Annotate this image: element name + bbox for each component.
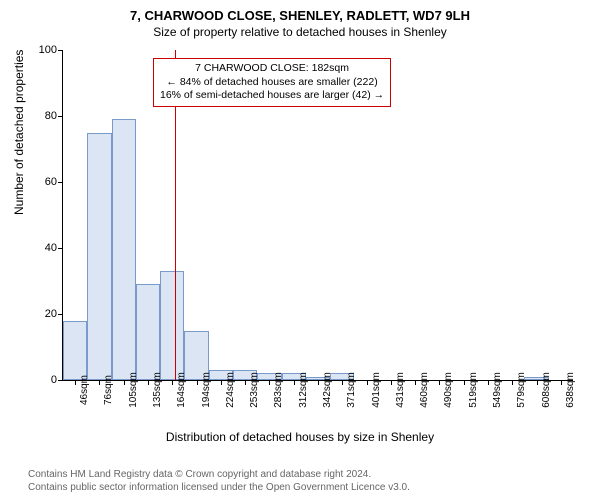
title-main: 7, CHARWOOD CLOSE, SHENLEY, RADLETT, WD7…: [0, 0, 600, 23]
footer-line1: Contains HM Land Registry data © Crown c…: [28, 468, 410, 481]
ytick-mark: [58, 182, 63, 183]
xtick-mark: [512, 380, 513, 385]
y-axis-label: Number of detached properties: [12, 50, 26, 215]
ytick-label: 100: [27, 44, 57, 56]
ytick-label: 0: [27, 374, 57, 386]
ytick-label: 80: [27, 110, 57, 122]
annotation-box: 7 CHARWOOD CLOSE: 182sqm← 84% of detache…: [153, 58, 391, 107]
ytick-mark: [58, 314, 63, 315]
xtick-mark: [197, 380, 198, 385]
ytick-label: 60: [27, 176, 57, 188]
plot-region: 02040608010046sqm76sqm105sqm135sqm164sqm…: [62, 50, 573, 381]
ytick-mark: [58, 50, 63, 51]
xtick-mark: [269, 380, 270, 385]
xtick-label: 519sqm: [468, 372, 479, 408]
xtick-mark: [318, 380, 319, 385]
xtick-mark: [537, 380, 538, 385]
histogram-bar: [63, 321, 87, 380]
footer-attribution: Contains HM Land Registry data © Crown c…: [28, 468, 410, 494]
ytick-label: 20: [27, 308, 57, 320]
xtick-mark: [99, 380, 100, 385]
xtick-mark: [415, 380, 416, 385]
ytick-mark: [58, 248, 63, 249]
annotation-line3: 16% of semi-detached houses are larger (…: [160, 89, 384, 103]
xtick-mark: [221, 380, 222, 385]
xtick-label: 371sqm: [346, 372, 357, 408]
histogram-bar: [87, 133, 111, 381]
xtick-label: 460sqm: [419, 372, 430, 408]
x-axis-label: Distribution of detached houses by size …: [0, 430, 600, 444]
title-sub: Size of property relative to detached ho…: [0, 23, 600, 39]
xtick-mark: [342, 380, 343, 385]
ytick-mark: [58, 116, 63, 117]
xtick-mark: [245, 380, 246, 385]
histogram-bar: [160, 271, 184, 380]
xtick-label: 490sqm: [443, 372, 454, 408]
xtick-mark: [75, 380, 76, 385]
xtick-mark: [464, 380, 465, 385]
chart-area: 02040608010046sqm76sqm105sqm135sqm164sqm…: [62, 50, 572, 380]
xtick-label: 608sqm: [541, 372, 552, 408]
footer-line2: Contains public sector information licen…: [28, 481, 410, 494]
xtick-mark: [391, 380, 392, 385]
xtick-label: 401sqm: [371, 372, 382, 408]
xtick-mark: [124, 380, 125, 385]
xtick-mark: [148, 380, 149, 385]
annotation-line2: ← 84% of detached houses are smaller (22…: [160, 76, 384, 90]
xtick-mark: [367, 380, 368, 385]
xtick-label: 431sqm: [395, 372, 406, 408]
xtick-mark: [294, 380, 295, 385]
xtick-mark: [439, 380, 440, 385]
histogram-bar: [136, 284, 160, 380]
histogram-bar: [112, 119, 136, 380]
ytick-mark: [58, 380, 63, 381]
xtick-mark: [488, 380, 489, 385]
xtick-mark: [172, 380, 173, 385]
annotation-line1: 7 CHARWOOD CLOSE: 182sqm: [160, 62, 384, 76]
xtick-mark: [561, 380, 562, 385]
xtick-label: 549sqm: [492, 372, 503, 408]
xtick-label: 638sqm: [565, 372, 576, 408]
ytick-label: 40: [27, 242, 57, 254]
